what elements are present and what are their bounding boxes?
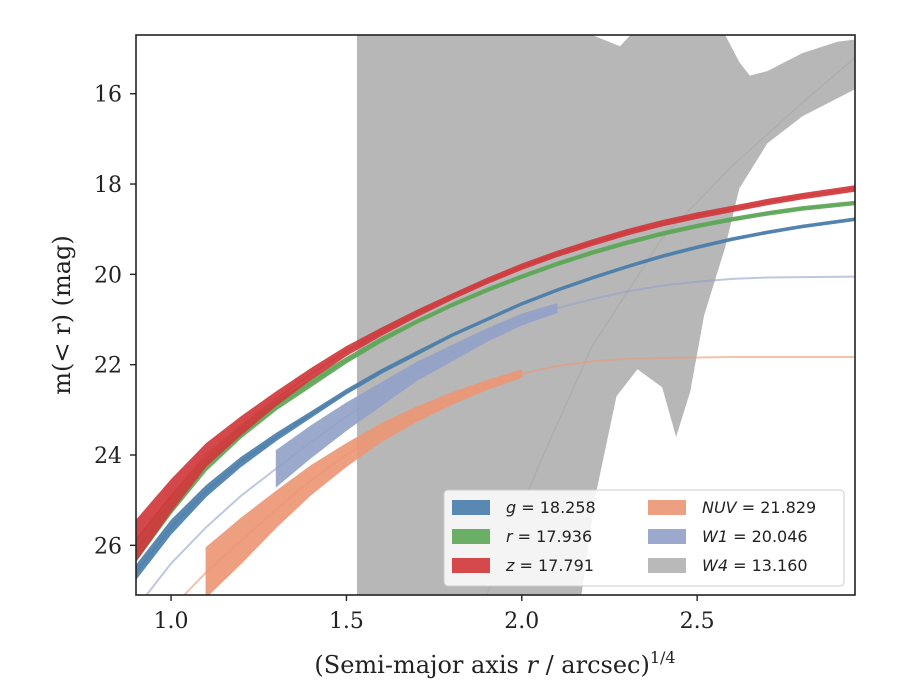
x-tick-label: 1.0 bbox=[154, 609, 189, 634]
legend-frame bbox=[443, 489, 845, 587]
series-band-w4-13-160 bbox=[357, 35, 855, 595]
legend-swatch-g-18-258 bbox=[452, 500, 490, 515]
x-axis-label: (Semi-major axis r / arcsec)1/4 bbox=[314, 648, 675, 679]
series-band-w1-20-046 bbox=[275, 303, 558, 488]
legend-swatch-r-17-936 bbox=[452, 529, 490, 544]
series-band-g-18-258 bbox=[136, 217, 855, 581]
y-tick-label: 20 bbox=[94, 263, 122, 288]
legend-label-g-18-258: g = 18.258 bbox=[506, 498, 596, 517]
legend-swatch-z-17-791 bbox=[452, 558, 490, 573]
y-tick-label: 24 bbox=[94, 444, 122, 469]
legend-label-z-17-791: z = 17.791 bbox=[505, 556, 594, 575]
legend-label-w4-13-160: W4 = 13.160 bbox=[702, 556, 808, 575]
legend-swatch-nuv-21-829 bbox=[648, 500, 686, 515]
y-tick-label: 16 bbox=[94, 83, 122, 108]
y-axis-label: m(< r) (mag) bbox=[48, 235, 76, 394]
x-tick-label: 2.0 bbox=[504, 609, 539, 634]
legend-label-nuv-21-829: NUV = 21.829 bbox=[702, 498, 816, 517]
series-band-nuv-21-829 bbox=[205, 369, 523, 595]
series-line-w4-13-160 bbox=[486, 57, 855, 595]
series-band-r-17-936 bbox=[136, 200, 855, 562]
y-tick-label: 18 bbox=[94, 173, 122, 198]
series-band-z-17-791 bbox=[136, 185, 855, 562]
y-tick-label: 26 bbox=[94, 534, 122, 559]
axes-frame bbox=[135, 34, 856, 596]
x-tick-label: 1.5 bbox=[329, 609, 364, 634]
legend-label-r-17-936: r = 17.936 bbox=[506, 527, 592, 546]
x-axis: 1.0 1.5 2.0 2.5 bbox=[154, 595, 715, 634]
x-tick-label: 2.5 bbox=[680, 609, 715, 634]
legend-label-w1-20-046: W1 = 20.046 bbox=[702, 527, 808, 546]
legend-swatch-w4-13-160 bbox=[648, 558, 686, 573]
y-axis: 16 18 20 22 24 26 bbox=[94, 83, 136, 559]
plot-area bbox=[136, 35, 855, 595]
legend-swatch-w1-20-046 bbox=[648, 529, 686, 544]
y-tick-label: 22 bbox=[94, 354, 122, 379]
legend: g = 18.258 r = 17.936 z = 17.791 NUV = 21.8… bbox=[443, 489, 845, 587]
